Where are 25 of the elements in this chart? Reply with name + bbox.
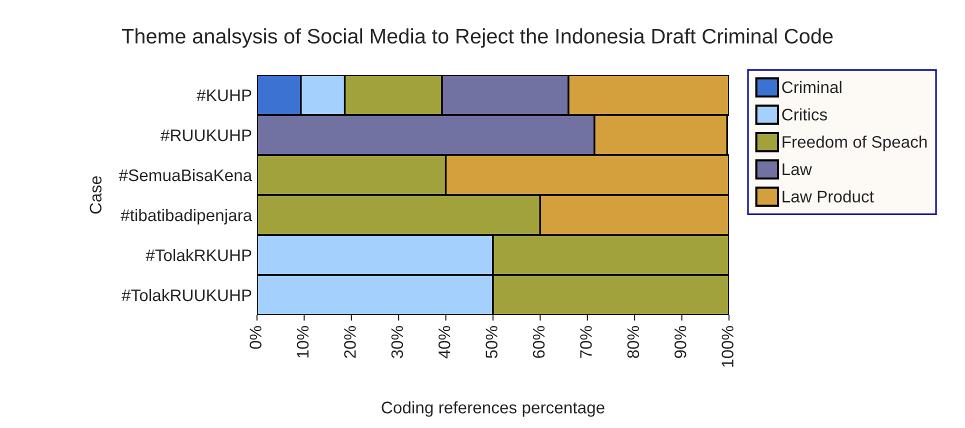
legend-label: Criminal — [782, 80, 842, 94]
x-axis-title: Coding references percentage — [382, 401, 604, 417]
y-tick-label: #RUUKUHP — [160, 130, 252, 142]
x-tick-label: 90% — [674, 326, 686, 358]
y-tick-label: #TolakRKUHP — [146, 248, 252, 262]
x-tick-label: 70% — [580, 326, 592, 358]
chart-title: Theme analsysis of Social Media to Reject the Indonesia Draft Criminal Code — [122, 28, 833, 48]
x-tick-label: 20% — [344, 326, 356, 358]
y-tick-label: #KUHP — [196, 90, 252, 102]
y-tick-label: #SemuaBisaKena — [118, 168, 252, 182]
legend-label: Law Product — [782, 190, 874, 202]
x-tick-label: 50% — [486, 326, 498, 358]
legend-label: Law — [782, 164, 812, 176]
legend-label: Freedom of Speach — [782, 136, 927, 152]
x-tick-label: 60% — [532, 326, 545, 358]
x-tick-label: 10% — [296, 326, 309, 358]
x-tick-label: 0% — [250, 326, 262, 349]
y-tick-label: #TolakRUUKUHP — [122, 288, 252, 302]
legend-label: Critics — [782, 108, 828, 120]
y-axis-title: Case — [90, 176, 102, 214]
x-tick-label: 80% — [627, 326, 640, 358]
x-tick-label: 40% — [438, 326, 450, 358]
x-tick-label: 100% — [722, 326, 734, 367]
y-tick-label: #tibatibadipenjara — [120, 208, 252, 224]
x-tick-label: 30% — [391, 326, 404, 358]
